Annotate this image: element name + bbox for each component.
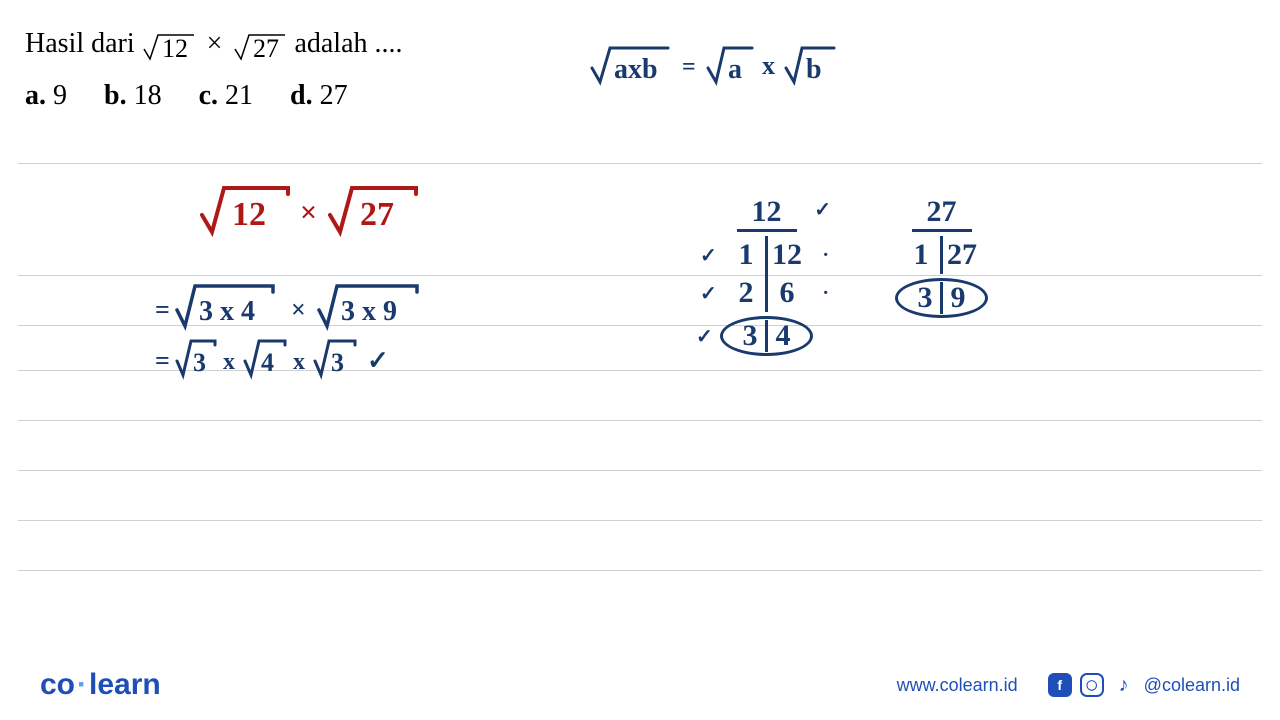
logo: co·learn [40,668,161,702]
tree27-row2: 3 9 [895,278,988,318]
svg-text:x: x [223,349,235,375]
red-12: 12 [232,196,266,233]
factor-tree-27: 27 1 27 3 9 [895,195,988,318]
tree27-header: 27 [912,195,972,232]
svg-text:×: × [300,196,317,229]
page: Hasil dari 12 × 27 adalah .... a. 9 b. 1… [0,0,1280,720]
sqrt-12: 12 [142,28,196,63]
svg-text:=: = [155,346,170,375]
svg-text:×: × [291,295,306,324]
ruled-line [18,570,1262,571]
tree12-row2: ✓ 2 6 · [720,274,813,312]
red-expression: 12 × 27 [200,180,430,250]
facebook-icon[interactable]: f [1048,673,1072,697]
website-link[interactable]: www.colearn.id [897,675,1018,696]
footer: co·learn www.colearn.id f ◯ ♪ @colearn.i… [0,650,1280,720]
formula-rule: axb = a x b [590,40,890,98]
svg-text:=: = [155,295,170,324]
tree12-row3: ✓ 3 4 [720,316,813,356]
option-a: a. 9 [25,80,67,112]
svg-text:b: b [806,54,822,85]
ruled-line [18,163,1262,164]
question-block: Hasil dari 12 × 27 adalah .... [25,28,403,63]
sqrt-27: 27 [233,28,287,63]
option-c: c. 21 [199,80,253,112]
ruled-line [18,520,1262,521]
factor-tree-12: 12 ✓ ✓ 1 12 · ✓ 2 6 · ✓ 3 4 [720,195,813,356]
social-handle: @colearn.id [1144,675,1240,696]
svg-text:3 x 9: 3 x 9 [341,296,397,327]
question-prefix: Hasil dari [25,28,142,59]
tiktok-icon[interactable]: ♪ [1112,673,1136,697]
blue-work-line1: = 3 x 4 × 3 x 9 [155,280,455,343]
svg-text:✓: ✓ [367,346,389,375]
ruled-line [18,275,1262,276]
svg-text:3: 3 [193,348,206,377]
ruled-line [18,420,1262,421]
svg-text:x: x [293,349,305,375]
red-27: 27 [360,196,394,233]
svg-text:3: 3 [331,348,344,377]
svg-text:3 x 4: 3 x 4 [199,296,255,327]
ruled-line [18,470,1262,471]
svg-text:a: a [728,54,742,85]
svg-text:4: 4 [261,348,274,377]
tree27-row1: 1 27 [895,236,988,274]
tree27-circled: 3 9 [895,278,988,318]
tree12-row1: ✓ 1 12 · [720,236,813,274]
sqrt-27-val: 27 [253,34,279,63]
svg-text:=: = [682,54,696,80]
question-suffix: adalah .... [294,28,402,59]
tree12-header: 12 ✓ [737,195,797,232]
sqrt-12-val: 12 [162,34,188,63]
question-op: × [207,28,223,59]
instagram-icon[interactable]: ◯ [1080,673,1104,697]
option-d: d. 27 [290,80,348,112]
svg-text:axb: axb [614,54,658,85]
svg-text:x: x [762,51,775,80]
social-block: f ◯ ♪ @colearn.id [1048,673,1240,697]
blue-work-line2: = 3 x 4 x 3 ✓ [155,335,475,393]
option-b: b. 18 [104,80,162,112]
answer-options: a. 9 b. 18 c. 21 d. 27 [25,80,378,112]
tree12-circled: 3 4 [720,316,813,356]
footer-right: www.colearn.id f ◯ ♪ @colearn.id [897,673,1240,697]
